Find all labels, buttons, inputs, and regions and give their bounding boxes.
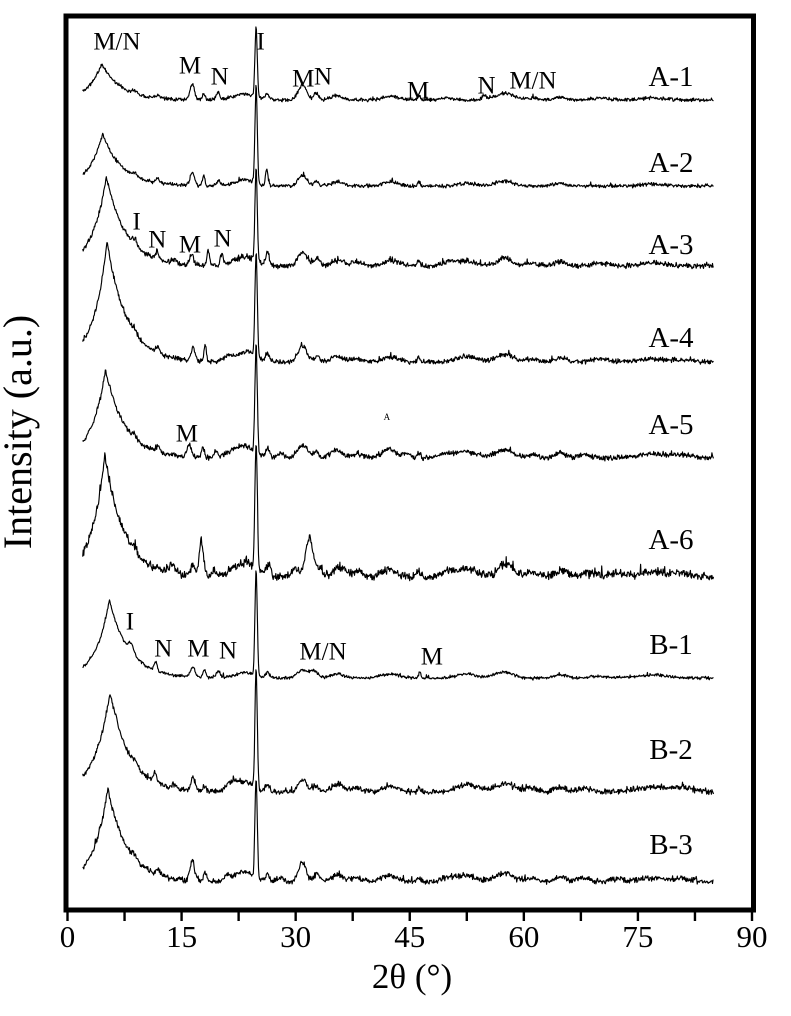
x-tick-label: 30 xyxy=(280,919,311,954)
peak-annotation-M: M xyxy=(176,421,198,448)
x-tick-label: 45 xyxy=(394,919,425,954)
peak-annotation-N: N xyxy=(214,226,232,253)
xrd-trace-A-1 xyxy=(82,26,714,103)
series-label-A-3: A-3 xyxy=(648,229,693,261)
peak-annotation-M: M xyxy=(421,644,443,671)
series-label-B-2: B-2 xyxy=(649,734,693,766)
x-axis-label: 2θ (°) xyxy=(372,957,452,996)
series-label-A-4: A-4 xyxy=(648,322,694,354)
peak-annotation-M-N: M/N xyxy=(509,68,556,95)
x-tick-label: 75 xyxy=(622,919,653,954)
peak-annotation-N: N xyxy=(314,64,332,91)
peak-annotation-N: N xyxy=(154,636,172,663)
x-tick-label: 15 xyxy=(166,919,197,954)
series-label-B-1: B-1 xyxy=(649,629,693,661)
xrd-trace-B-2 xyxy=(82,669,715,796)
xrd-trace-A-4 xyxy=(82,242,714,365)
x-tick-label: 90 xyxy=(737,919,768,954)
x-tick-label: 0 xyxy=(60,919,76,954)
peak-annotation-M: M xyxy=(407,78,429,105)
xrd-trace-A-3 xyxy=(82,168,714,270)
series-label-A-2: A-2 xyxy=(648,147,693,179)
xrd-trace-B-3 xyxy=(82,780,714,885)
peak-annotation-N: N xyxy=(148,227,166,254)
series-label-A-1: A-1 xyxy=(648,61,693,93)
xrd-trace-A-5 xyxy=(82,344,715,462)
peak-annotation-M: M xyxy=(292,66,314,93)
peak-annotation-N: N xyxy=(478,73,496,100)
peak-annotation-N: N xyxy=(211,64,229,91)
peak-annotation-M: M xyxy=(179,232,201,259)
peak-annotation-N: N xyxy=(219,638,237,665)
peak-annotation-M-N: M/N xyxy=(93,29,140,56)
xrd-trace-B-1 xyxy=(82,570,714,681)
peak-annotation-I: I xyxy=(133,209,141,236)
series-label-A-5: A-5 xyxy=(648,409,693,441)
peak-annotation-M: M xyxy=(179,53,201,80)
peak-annotation-I: I xyxy=(257,29,265,56)
xrd-trace-A-2 xyxy=(82,84,714,189)
y-axis-label: Intensity (a.u.) xyxy=(0,315,40,549)
series-label-A-6: A-6 xyxy=(648,524,693,556)
series-label-B-3: B-3 xyxy=(649,829,693,861)
x-tick-label: 60 xyxy=(508,919,539,954)
plot-border xyxy=(63,13,756,913)
peak-annotation-M-N: M/N xyxy=(299,639,346,666)
peak-annotation-A: A xyxy=(384,412,391,422)
xrd-trace-A-6 xyxy=(82,445,715,582)
peak-annotation-I: I xyxy=(126,609,134,636)
peak-annotation-M: M xyxy=(187,636,209,663)
